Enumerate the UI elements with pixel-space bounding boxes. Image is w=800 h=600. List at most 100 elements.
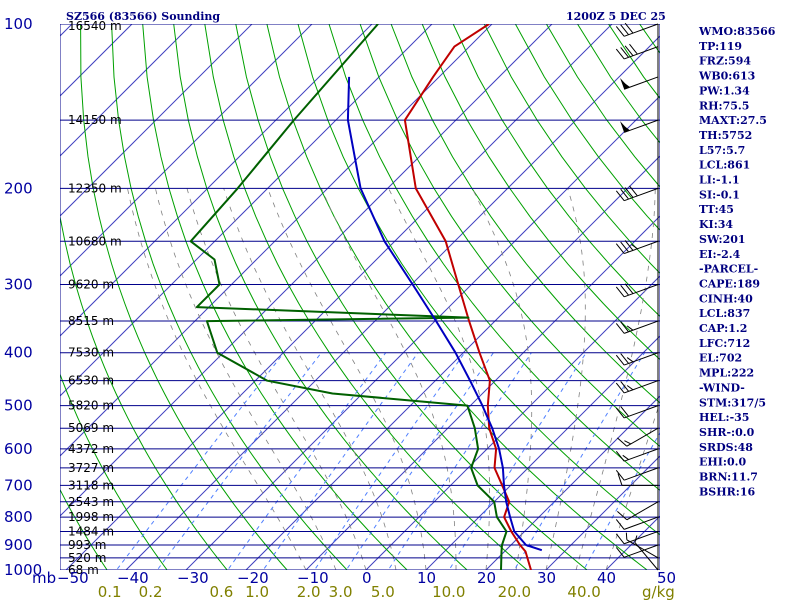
wind-feather <box>615 519 625 530</box>
height-label: 993 m <box>68 538 106 552</box>
height-label: 7530 m <box>68 346 114 360</box>
sounding-index-text: BRN:11.7 <box>699 471 758 484</box>
wind-staff <box>624 46 659 60</box>
temperature-tick-label: 40 <box>597 569 616 587</box>
wind-staff <box>624 516 659 530</box>
wind-feather <box>615 48 625 60</box>
wind-feather <box>615 469 625 481</box>
dry-adiabat <box>390 24 660 404</box>
moist-adiabat <box>471 188 533 570</box>
wind-feather <box>620 188 629 200</box>
wind-feather <box>623 125 630 131</box>
temperature-line <box>403 24 532 570</box>
dry-adiabat <box>764 24 800 582</box>
sounding-index-text: TT:45 <box>699 203 734 216</box>
isotherm-line <box>60 24 253 217</box>
mixing-ratio-line <box>513 352 646 570</box>
wind-staff <box>624 76 659 90</box>
isotherm-line <box>185 95 660 570</box>
wind-feather <box>620 285 629 296</box>
temperature-tick-label: 10 <box>417 569 436 587</box>
wind-barb <box>615 530 659 545</box>
sounding-index-text: HEL:-35 <box>699 411 749 424</box>
wind-feather <box>629 43 638 55</box>
dry-adiabat <box>577 24 660 144</box>
moist-adiabat <box>155 188 337 570</box>
dry-adiabat <box>421 24 660 361</box>
pressure-tick-label: 200 <box>4 179 33 197</box>
isotherm-line <box>60 24 313 277</box>
wind-feather <box>617 473 623 486</box>
height-label: 5069 m <box>68 421 114 435</box>
wind-feather <box>615 243 625 254</box>
sounding-index-text: SI:-0.1 <box>699 188 740 201</box>
pressure-tick-label: 700 <box>4 476 33 494</box>
sounding-index-text: EI:-2.4 <box>699 248 741 261</box>
moist-adiabat <box>321 188 457 570</box>
wind-feather <box>624 240 634 251</box>
sounding-index-text: EHI:0.0 <box>699 456 746 469</box>
wind-feather <box>624 187 634 198</box>
sounding-index-text: TP:119 <box>699 40 742 53</box>
sounding-index-text: SRDS:48 <box>699 441 753 454</box>
pressure-tick-label: 100 <box>4 15 33 33</box>
sounding-index-text: SHR-:0.0 <box>699 426 755 439</box>
sounding-index-text: LFC:712 <box>699 337 750 350</box>
sounding-index-text: EL:702 <box>699 352 742 365</box>
wind-feather <box>629 185 638 197</box>
wind-staff <box>624 23 659 37</box>
wind-feather <box>631 244 638 250</box>
mixing-ratio-label: 5.0 <box>371 583 395 600</box>
isotherm-line <box>60 24 373 337</box>
temperature-tick-label: −40 <box>117 569 149 587</box>
wind-staff <box>624 352 659 366</box>
chart-grid <box>60 24 800 582</box>
wind-barb <box>615 380 659 394</box>
sounding-index-text: SW:201 <box>699 233 746 246</box>
wind-feather <box>615 382 625 394</box>
wind-feather <box>634 535 638 543</box>
height-label: 3118 m <box>68 478 114 492</box>
mixing-ratio-label: 1.0 <box>245 583 269 600</box>
height-label: 8515 m <box>68 314 114 328</box>
wind-feather <box>615 547 625 558</box>
temperature-tick-label: 50 <box>657 569 676 587</box>
temperature-tick-label: 30 <box>537 569 556 587</box>
wind-feather <box>615 190 625 201</box>
wind-staff <box>624 119 659 133</box>
sounding-index-text: LI:-1.1 <box>699 174 740 187</box>
dry-adiabat <box>80 24 288 570</box>
sounding-index-text: WB0:613 <box>698 70 755 83</box>
wind-staff <box>624 544 659 558</box>
isotherm-line <box>305 215 660 570</box>
dewpoint-line <box>189 24 508 570</box>
height-label: 9620 m <box>68 278 114 292</box>
sounding-index-text: CAPE:189 <box>699 277 760 290</box>
mixing-ratio-line <box>387 352 532 570</box>
mixing-ratio-line <box>345 352 494 570</box>
isotherm-line <box>60 24 493 457</box>
temperature-tick-label: −50 <box>57 569 89 587</box>
wind-staff <box>624 284 659 298</box>
pressure-tick-label: 800 <box>4 508 33 526</box>
mixing-ratio-line <box>156 352 322 570</box>
isotherm-line <box>60 24 553 517</box>
dry-adiabat <box>60 213 228 570</box>
sounding-index-text: -WIND- <box>699 381 745 394</box>
moist-adiabat <box>186 188 367 570</box>
height-label: 10680 m <box>68 234 122 248</box>
isotherm-line <box>485 395 660 570</box>
sounding-index-text: CAP:1.2 <box>699 322 747 335</box>
mixing-ratio-label: 20.0 <box>498 583 531 600</box>
valid-time: 1200Z 5 DEC 25 <box>566 10 666 23</box>
wind-feather <box>624 283 634 294</box>
wind-barb <box>634 535 659 571</box>
isotherm-line <box>365 275 660 570</box>
mixing-ratio-label: 40.0 <box>567 583 600 600</box>
mixing-ratio-line <box>448 352 587 570</box>
wind-staff <box>624 320 659 334</box>
sounding-index-text: MPL:222 <box>699 367 754 380</box>
wind-feather <box>615 450 625 462</box>
temperature-tick-label: 0 <box>362 569 372 587</box>
